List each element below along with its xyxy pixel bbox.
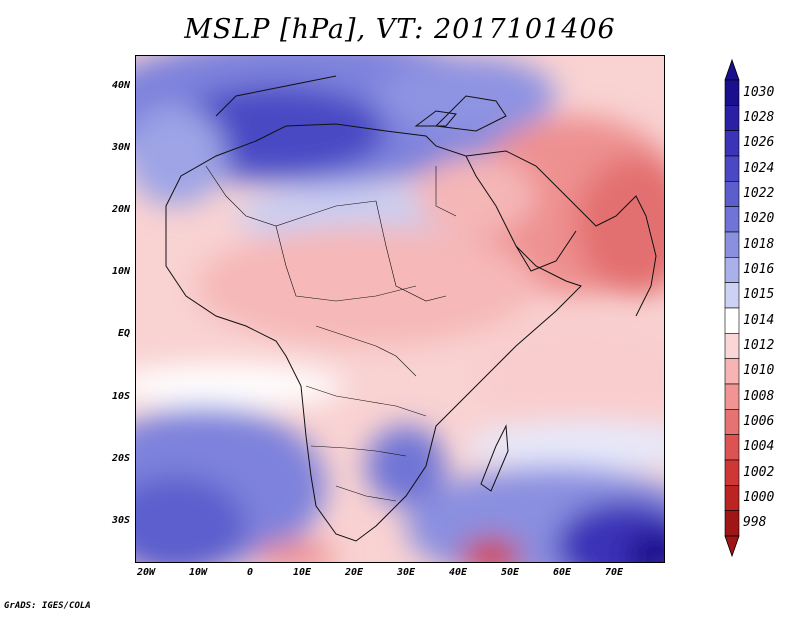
pressure-field-map xyxy=(136,56,664,562)
colorbar-label: 1004 xyxy=(743,439,775,455)
colorbar-swatch xyxy=(724,231,740,258)
colorbar-label: 1028 xyxy=(743,110,775,125)
colorbar-label: 1020 xyxy=(743,211,775,227)
colorbar-swatch xyxy=(724,307,740,334)
x-tick-label: 0 xyxy=(246,567,254,578)
colorbar-label: 998 xyxy=(743,515,767,531)
credit-text: GrADS: IGES/COLA xyxy=(4,601,91,611)
y-tick-label: 10N xyxy=(111,266,130,277)
colorbar-label: 1014 xyxy=(743,312,775,328)
colorbar-swatch xyxy=(724,459,740,486)
x-tick-label: 20W xyxy=(136,567,156,578)
country-borders xyxy=(205,165,457,502)
y-tick-label: 20S xyxy=(111,453,130,464)
colorbar-swatch xyxy=(724,282,740,309)
colorbar-swatch xyxy=(724,409,740,435)
x-tick-label: 40E xyxy=(448,567,468,578)
colorbar-label: 1022 xyxy=(743,186,775,201)
colorbar-swatch xyxy=(724,333,740,359)
colorbar-swatch xyxy=(724,181,740,207)
x-tick-label: 10W xyxy=(188,567,208,578)
colorbar-label: 1026 xyxy=(743,135,775,151)
colorbar-swatch xyxy=(724,510,740,537)
colorbar-top-arrow xyxy=(724,58,740,81)
x-tick-label: 50E xyxy=(500,567,520,578)
y-tick-label: 40N xyxy=(111,80,130,91)
colorbar-swatch xyxy=(724,206,740,233)
colorbar-swatch xyxy=(724,485,740,511)
y-tick-label: 30N xyxy=(111,142,130,153)
y-tick-label: EQ xyxy=(117,328,130,339)
y-tick-label: 20N xyxy=(111,204,130,215)
colorbar-label: 1015 xyxy=(743,287,775,303)
colorbar-swatch xyxy=(724,79,740,106)
map-plot-area xyxy=(135,55,665,563)
colorbar-label: 1012 xyxy=(743,338,775,353)
colorbar-swatch xyxy=(724,155,740,182)
colorbar-bottom-arrow xyxy=(724,535,740,558)
x-tick-label: 20E xyxy=(344,567,364,578)
colorbar-swatch xyxy=(724,358,740,385)
y-tick-label: 10S xyxy=(111,391,130,402)
coastlines xyxy=(165,75,657,542)
colorbar-label: 1008 xyxy=(743,388,775,404)
colorbar-swatch xyxy=(724,434,740,461)
colorbar-label: 1024 xyxy=(743,160,775,176)
x-tick-label: 10E xyxy=(292,567,312,578)
colorbar-swatch xyxy=(724,105,740,131)
colorbar-label: 1030 xyxy=(743,84,775,100)
colorbar-label: 1018 xyxy=(743,236,775,252)
colorbar-swatch xyxy=(724,383,740,410)
pressure-shading xyxy=(136,56,664,562)
x-tick-label: 30E xyxy=(396,567,416,578)
colorbar-label: 1002 xyxy=(743,464,775,480)
y-tick-label: 30S xyxy=(111,515,130,526)
x-tick-label: 60E xyxy=(552,567,572,578)
x-tick-label: 70E xyxy=(604,567,624,578)
colorbar-label: 1006 xyxy=(743,414,775,429)
colorbar-swatch xyxy=(724,257,740,283)
colorbar-label: 1010 xyxy=(743,363,775,379)
chart-title: MSLP [hPa], VT: 2017101406 xyxy=(184,14,616,45)
colorbar xyxy=(724,58,740,558)
colorbar-swatch xyxy=(724,130,740,157)
colorbar-label: 1016 xyxy=(743,262,775,277)
colorbar-label: 1000 xyxy=(743,490,775,505)
